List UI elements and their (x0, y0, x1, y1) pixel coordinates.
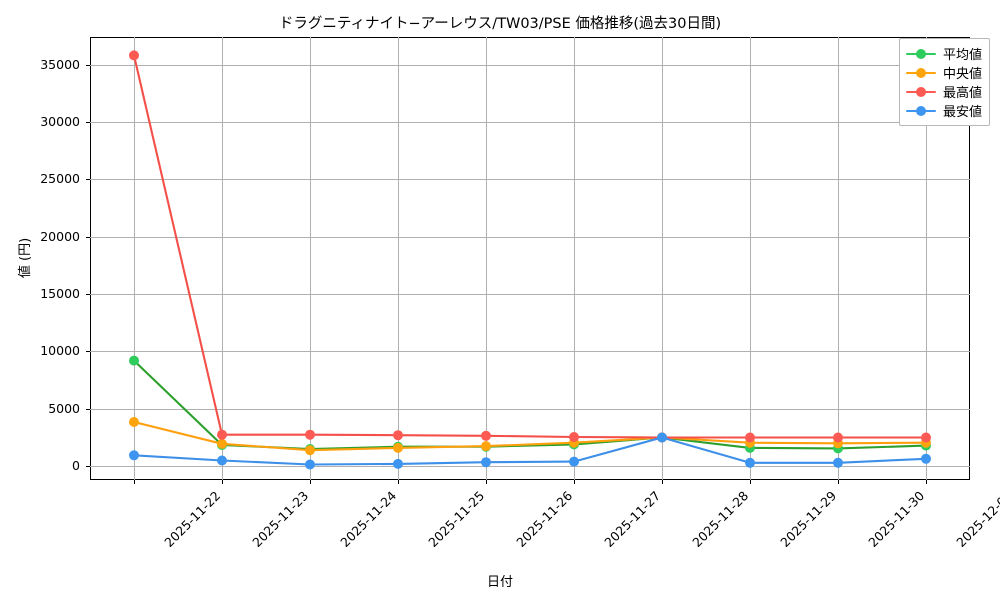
y-tick-mark (86, 351, 90, 352)
x-axis-label: 日付 (486, 575, 513, 590)
legend-item[interactable]: 最安値 (905, 101, 982, 120)
y-tick-label: 15000 (40, 286, 80, 302)
chart-title: ドラグニティナイト−アーレウス/TW03/PSE 価格推移(過去30日間) (278, 16, 722, 32)
x-gridline (926, 37, 927, 480)
data-point (833, 457, 843, 468)
y-gridline (90, 122, 970, 123)
y-tick-label: 25000 (40, 171, 80, 187)
legend-label: 最高値 (942, 86, 982, 101)
data-point (833, 432, 843, 443)
y-tick-mark (86, 65, 90, 66)
y-tick-mark (86, 294, 90, 295)
data-point (217, 429, 227, 440)
data-point (481, 441, 491, 452)
data-point (305, 459, 315, 470)
y-tick-label: 30000 (40, 113, 80, 129)
x-tick-mark (750, 480, 751, 484)
data-point (129, 355, 139, 366)
x-gridline (838, 37, 839, 480)
x-gridline (398, 37, 399, 480)
x-gridline (750, 37, 751, 480)
x-tick-mark (134, 480, 135, 484)
legend-label: 平均値 (942, 48, 982, 63)
legend-swatch-icon (905, 86, 936, 98)
x-tick-mark (926, 480, 927, 484)
data-point (393, 458, 403, 469)
data-point (217, 455, 227, 466)
x-gridline (486, 37, 487, 480)
data-point (481, 457, 491, 468)
data-point (129, 50, 139, 61)
legend-swatch-icon (905, 67, 936, 79)
data-point (921, 432, 931, 443)
y-tick-mark (86, 179, 90, 180)
data-point (305, 429, 315, 440)
x-tick-mark (838, 480, 839, 484)
y-tick-label: 20000 (40, 228, 80, 244)
x-tick-mark (398, 480, 399, 484)
x-gridline (310, 37, 311, 480)
y-gridline (90, 65, 970, 66)
y-gridline (90, 237, 970, 238)
y-tick-label: 5000 (48, 400, 80, 416)
data-point (569, 432, 579, 442)
data-point (129, 450, 139, 461)
series-line (132, 420, 928, 452)
y-tick-label: 10000 (40, 343, 80, 359)
x-gridline (134, 37, 135, 480)
x-tick-mark (310, 480, 311, 484)
plot-area (90, 37, 970, 480)
legend-item[interactable]: 平均値 (905, 44, 982, 63)
legend-swatch-icon (905, 48, 936, 60)
data-point (393, 430, 403, 441)
y-tick-mark (86, 122, 90, 123)
y-gridline (90, 294, 970, 295)
series-line (132, 54, 928, 439)
data-point (657, 432, 667, 443)
y-gridline (90, 466, 970, 467)
data-point (217, 438, 227, 449)
y-gridline (90, 351, 970, 352)
x-tick-mark (222, 480, 223, 484)
y-gridline (90, 179, 970, 180)
x-gridline (662, 37, 663, 480)
x-gridline (222, 37, 223, 480)
legend-item[interactable]: 中央値 (905, 63, 982, 82)
y-tick-mark (86, 409, 90, 410)
data-point (129, 417, 139, 427)
x-tick-mark (486, 480, 487, 484)
data-point (481, 430, 491, 441)
y-tick-mark (86, 237, 90, 238)
legend-item[interactable]: 最高値 (905, 82, 982, 101)
y-tick-label: 0 (72, 458, 80, 474)
data-point (569, 456, 579, 467)
data-point (393, 442, 403, 453)
x-gridline (574, 37, 575, 480)
x-tick-mark (662, 480, 663, 484)
data-point (305, 445, 315, 456)
legend-label: 最安値 (942, 105, 982, 120)
y-gridline (90, 409, 970, 410)
legend-swatch-icon (905, 105, 936, 117)
y-tick-mark (86, 466, 90, 467)
data-point (745, 432, 755, 443)
series-line (132, 436, 928, 466)
y-tick-label: 35000 (40, 56, 80, 72)
chart-legend: 平均値中央値最高値最安値 (898, 38, 990, 126)
legend-label: 中央値 (942, 67, 982, 82)
data-point (745, 457, 755, 468)
x-tick-mark (574, 480, 575, 484)
y-axis-label: 値 (円) (18, 237, 33, 279)
data-point (921, 453, 931, 464)
